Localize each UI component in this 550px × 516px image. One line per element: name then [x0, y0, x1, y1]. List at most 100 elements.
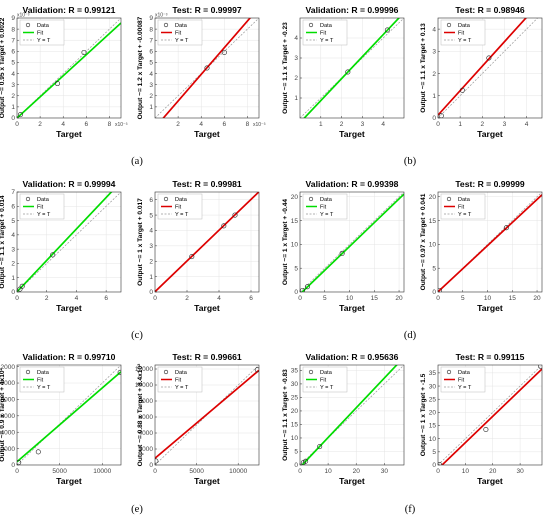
y-tick-label: 15: [291, 422, 299, 429]
legend-label-identity: Y = T: [175, 385, 189, 391]
data-point: [19, 283, 25, 289]
x-tick-label: 4: [217, 295, 221, 302]
data-point: [438, 288, 442, 292]
chart-panel-7: 0 5 10 15 20 0 5 10 15 20 Validation: R = 0.99398 T…: [282, 179, 405, 313]
y-tick-label: 4: [149, 71, 153, 78]
y-tick-label: 10: [291, 435, 299, 442]
legend-label-fit: Fit: [37, 378, 44, 384]
y-axis-label: Output ~= 1 x Target + -0.44: [282, 199, 289, 286]
x-axis-label: Target: [194, 303, 220, 313]
x-tick-label: 2: [340, 121, 344, 128]
y-tick-label: 6: [11, 203, 15, 210]
data-point: [204, 65, 210, 71]
data-point: [221, 49, 227, 55]
y-tick-label: 8: [149, 26, 153, 33]
x-tick-label: 10000: [93, 468, 111, 475]
legend-label-fit: Fit: [458, 205, 465, 211]
x-tick-label: 20: [533, 295, 541, 302]
caption-b: (b): [404, 156, 417, 167]
x-tick-label: 4: [199, 121, 203, 128]
chart-panel-8: 0 5 10 15 20 0 5 10 15 20 Test: R = 0.99999 Target O…: [420, 179, 543, 313]
data-point: [17, 112, 23, 118]
legend-label-fit: Fit: [175, 378, 182, 384]
data-point: [384, 27, 390, 33]
data-point: [50, 252, 56, 258]
y-axis-label: Output ~= 0.88 x Target + 8.4x10²: [137, 363, 144, 466]
identity-line: [300, 365, 404, 465]
legend-data-marker: [163, 369, 169, 375]
x-axis-label: Target: [194, 129, 220, 139]
y-tick-label: 10: [291, 242, 299, 249]
x-tick-label: 1: [319, 121, 323, 128]
fit-line: [162, 18, 252, 118]
y-tick-label: 10: [429, 242, 437, 249]
axes-box: [299, 17, 405, 119]
x-axis-label: Target: [477, 303, 503, 313]
y-tick-label: 4000: [139, 430, 154, 437]
caption-d: (d): [404, 330, 417, 341]
legend-data-marker: [446, 196, 452, 202]
legend-label-identity: Y = T: [37, 38, 51, 44]
y-tick-label: 12000: [135, 366, 153, 373]
legend-label-data: Data: [37, 370, 50, 376]
identity-line: [438, 18, 538, 118]
fit-line: [155, 192, 259, 292]
x-axis-label: Target: [477, 476, 503, 486]
legend-label-fit: Fit: [320, 31, 327, 37]
x-tick-label: 4: [61, 121, 65, 128]
y-tick-label: 8000: [1, 397, 16, 404]
legend-data-marker: [163, 22, 169, 28]
legend-label-identity: Y = T: [320, 385, 334, 391]
y-tick-label: 20: [291, 408, 299, 415]
x-tick-label: 4: [381, 121, 385, 128]
data-point: [459, 87, 465, 93]
legend-label-data: Data: [175, 370, 188, 376]
x-tick-label: 2: [45, 295, 49, 302]
x-tick-label: 10000: [229, 468, 247, 475]
data-point: [438, 461, 442, 465]
data-point: [486, 55, 492, 61]
y-tick-label: 5: [432, 265, 436, 272]
data-point: [345, 69, 351, 75]
legend-data-marker: [25, 22, 31, 28]
x-tick-label: 0: [436, 121, 440, 128]
y-tick-label: 4: [11, 232, 15, 239]
x-tick-label: 0: [15, 121, 19, 128]
y-axis-label: Output ~= 1 x Target + -1.5: [420, 373, 427, 456]
chart-panel-12: 0 10 20 30 0 5 10 15 20 25 30 35 Test: R = 0.99115 Ta…: [420, 352, 543, 486]
data-point: [221, 223, 227, 229]
identity-line: [17, 365, 121, 465]
chart-title: Validation: R = 0.95636: [306, 352, 399, 362]
fit-line: [300, 193, 404, 292]
x-tick-label: 6: [104, 295, 108, 302]
y-tick-label: 5: [294, 449, 298, 456]
chart-title: Test: R = 0.98946: [455, 5, 525, 15]
x-axis-label: Target: [339, 303, 365, 313]
y-tick-label: 6000: [139, 414, 154, 421]
data-point: [189, 254, 195, 260]
y-tick-label: 1: [149, 274, 153, 281]
chart-panel-9: 0 5000 10000 0 2000 4000 6000 8000 10000 12000 Val…: [0, 352, 122, 486]
y-tick-label: 2: [149, 258, 153, 265]
legend-box: [19, 366, 65, 393]
y-tick-label: 2000: [139, 446, 154, 453]
fit-line: [303, 18, 401, 118]
y-tick-label: 4: [11, 71, 15, 78]
x-tick-label: 0: [298, 295, 302, 302]
data-point: [232, 212, 238, 218]
axes-box: [437, 17, 543, 119]
y-tick-label: 0: [432, 115, 436, 122]
y-tick-label: 0: [11, 289, 15, 296]
x-tick-label: 10: [462, 468, 470, 475]
fit-line: [17, 22, 121, 118]
y-tick-label: 25: [429, 396, 437, 403]
x-tick-label: 20: [353, 468, 361, 475]
x-tick-label: 6: [249, 295, 253, 302]
x-tick-label: 5: [461, 295, 465, 302]
legend-label-fit: Fit: [320, 378, 327, 384]
plot-area: [300, 192, 404, 292]
fit-line: [300, 365, 398, 465]
